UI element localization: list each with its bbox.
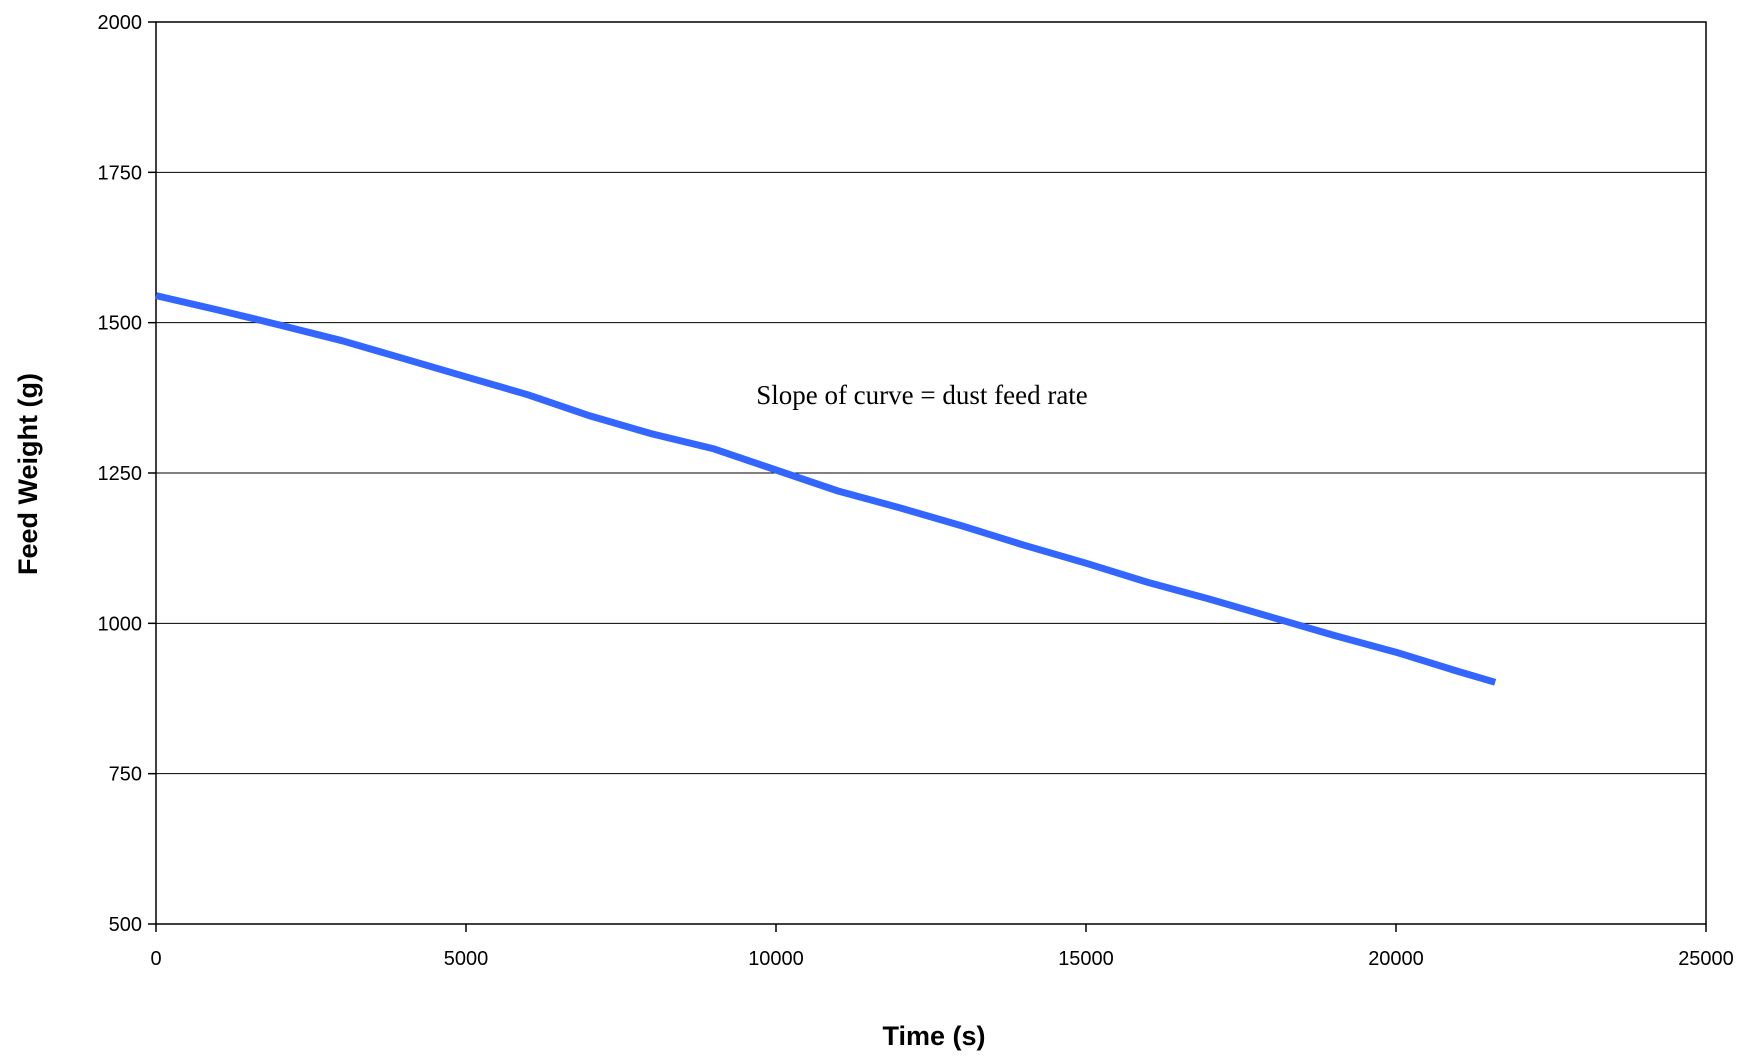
x-tick-label: 0 (150, 948, 161, 970)
x-tick-label: 25000 (1678, 948, 1734, 970)
x-tick-label: 20000 (1368, 948, 1424, 970)
x-axis-title: Time (s) (882, 1021, 985, 1051)
x-tick-label: 15000 (1058, 948, 1114, 970)
series-line-0 (155, 292, 1497, 686)
y-tick-label: 1250 (98, 463, 143, 485)
x-tick-label: 10000 (748, 948, 804, 970)
y-tick-label: 1750 (98, 162, 143, 184)
y-tick-label: 750 (109, 764, 142, 786)
y-tick-label: 2000 (98, 12, 143, 34)
y-tick-label: 1500 (98, 313, 143, 335)
x-tick-label: 5000 (444, 948, 489, 970)
y-tick-label: 500 (109, 914, 142, 936)
slope-annotation: Slope of curve = dust feed rate (756, 380, 1088, 410)
series-layer (155, 292, 1497, 686)
y-axis-title: Feed Weight (g) (13, 373, 43, 575)
gridlines (156, 171, 1706, 775)
y-tick-label: 1000 (98, 613, 143, 635)
